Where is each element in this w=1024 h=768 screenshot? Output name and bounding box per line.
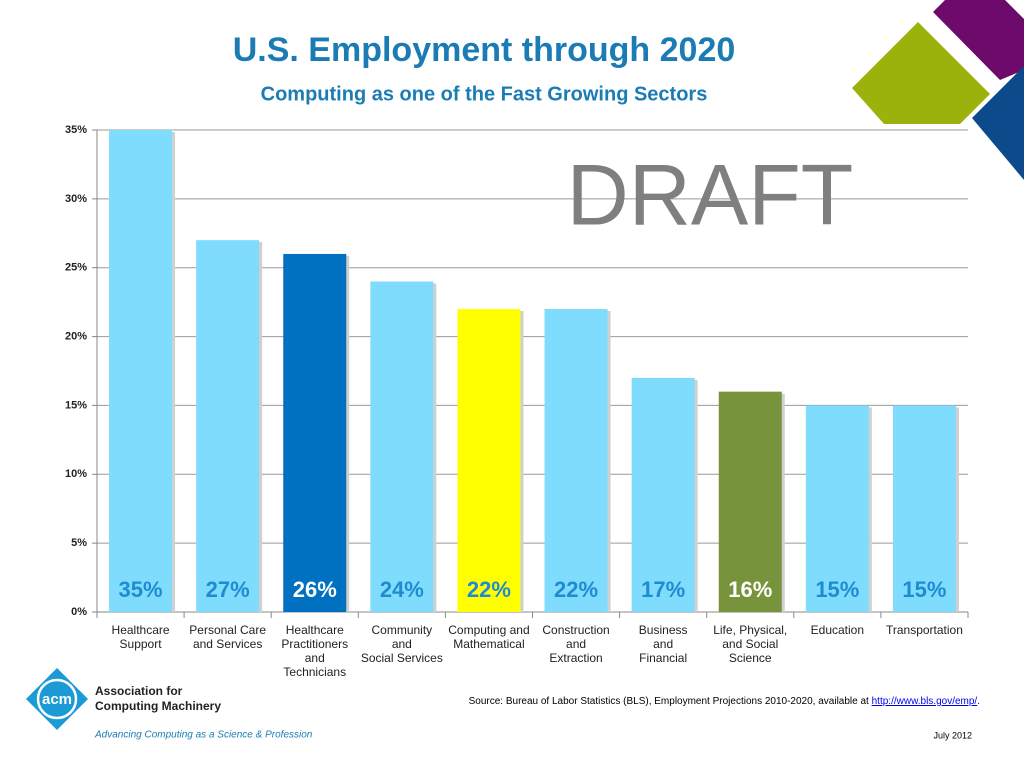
y-tick-label: 35% [65,124,87,136]
value-label: 17% [641,577,685,602]
x-tick-label-line: Financial [639,651,687,665]
x-tick-label: Personal Care and Services [189,623,266,651]
logo-line: Computing Machinery [95,699,221,713]
x-tick-label-line: Business [639,623,688,637]
y-tick-label: 30% [65,193,87,205]
value-label: 24% [380,577,424,602]
x-tick-label-line: Healthcare [112,623,170,637]
tagline: Advancing Computing as a Science & Profe… [94,730,313,741]
bar [283,253,347,612]
y-tick-label: 0% [71,606,87,618]
plot: 0%5%10%15%20%25%30%35%Healthcare Support3… [65,124,969,679]
logo-ring [36,678,78,720]
y-tick-label: 25% [65,262,87,274]
x-tick-label: Life, Physical, and Social Science [713,623,787,665]
source-text: Source: Bureau of Labor Statistics (BLS)… [469,696,872,707]
logo-line: Association for [95,684,183,698]
value-label: 27% [206,577,250,602]
logo: acm Association for Computing Machinery … [26,668,313,741]
x-tick-label: Construction and Extraction [542,623,609,665]
x-tick-label-line: Healthcare [286,623,344,637]
x-tick-label: Computing and Mathematical [448,623,529,651]
x-tick-label: Healthcare Support [112,623,170,651]
x-tick-label-line: Personal Care [189,623,266,637]
x-tick-label-line: Extraction [549,651,602,665]
y-tick-label: 10% [65,468,87,480]
y-tick-label: 15% [65,399,87,411]
value-label: 15% [815,577,859,602]
bar [631,377,695,612]
source-link[interactable]: http://www.bls.gov/emp/ [872,696,978,707]
x-tick-label: Community and Social Services [361,623,443,665]
chart-subtitle: Computing as one of the Fast Growing Sec… [261,83,708,105]
chart-title: U.S. Employment through 2020 [233,31,736,69]
watermark: DRAFT [567,148,854,244]
value-label: 16% [728,577,772,602]
logo-diamond [26,668,88,730]
value-label: 26% [293,577,337,602]
corner-navy [972,66,1024,180]
x-tick-label: Healthcare Practitioners and Technicians [281,623,348,679]
x-tick-label: Business and Financial [639,623,688,665]
corner-purple [933,0,1024,80]
x-tick-label-line: Community [372,623,433,637]
x-tick-label-line: and [392,637,412,651]
bar [196,240,260,612]
x-tick-label-line: Computing and [448,623,529,637]
corner-green [852,22,990,124]
value-label: 15% [902,577,946,602]
logo-mark: acm [42,691,72,708]
x-tick-label-line: Science [729,651,772,665]
source-end: . [977,696,980,707]
x-tick-label-line: Social Services [361,651,443,665]
x-tick-label-line: Transportation [886,623,963,637]
x-tick-label: Transportation [886,623,963,637]
x-tick-label: Education [811,623,864,637]
source: Source: Bureau of Labor Statistics (BLS)… [469,696,980,707]
value-label: 22% [554,577,598,602]
y-tick-label: 20% [65,330,87,342]
bar [457,309,521,612]
x-tick-label-line: Technicians [283,665,346,679]
bar [109,130,173,612]
x-tick-label-line: Practitioners [281,637,348,651]
x-tick-label-line: and [305,651,325,665]
x-tick-label-line: and Services [193,637,262,651]
x-tick-label-line: Construction [542,623,609,637]
x-tick-label-line: Life, Physical, [713,623,787,637]
bar [718,391,782,612]
value-label: 22% [467,577,511,602]
date: July 2012 [933,730,972,740]
y-tick-label: 5% [71,537,87,549]
bar [370,281,434,612]
x-tick-label-line: and [566,637,586,651]
bar [892,405,956,612]
value-label: 35% [119,577,163,602]
bar [544,309,608,612]
bar [805,405,869,612]
x-tick-label-line: Support [120,637,163,651]
x-tick-label-line: Mathematical [453,637,524,651]
x-tick-label-line: and Social [722,637,778,651]
x-tick-label-line: and [653,637,673,651]
x-tick-label-line: Education [811,623,864,637]
